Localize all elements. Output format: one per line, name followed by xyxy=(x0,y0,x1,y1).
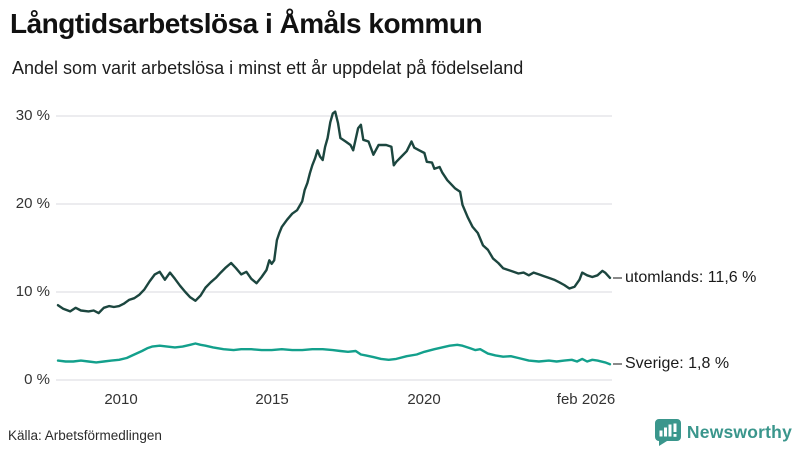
y-axis-tick-30: 30 % xyxy=(15,107,50,124)
label-connector-icon xyxy=(613,277,622,279)
series-line-utomlands xyxy=(56,110,612,315)
x-axis-tick-feb-2026: feb 2026 xyxy=(556,391,616,408)
label-connector-icon xyxy=(613,363,622,365)
y-axis-tick-0: 0 % xyxy=(24,371,50,388)
series-label-utomlands: utomlands: 11,6 % xyxy=(613,268,756,288)
y-axis-tick-20: 20 % xyxy=(15,195,50,212)
x-axis-tick-2010: 2010 xyxy=(104,391,138,408)
newsworthy-bubble-chart-icon xyxy=(654,419,681,446)
series-label-sverige: Sverige: 1,8 % xyxy=(613,354,729,374)
x-axis-tick-2020: 2020 xyxy=(407,391,441,408)
newsworthy-wordmark: Newsworthy xyxy=(686,422,792,442)
page-title: Långtidsarbetslösa i Åmåls kommun xyxy=(10,8,483,39)
y-axis-tick-10: 10 % xyxy=(15,283,50,300)
chart-subtitle: Andel som varit arbetslösa i minst ett å… xyxy=(12,58,524,78)
series-label-sverige-text: Sverige: 1,8 % xyxy=(625,355,730,372)
newsworthy-logo: Newsworthy xyxy=(654,419,792,446)
series-label-utomlands-text: utomlands: 11,6 % xyxy=(625,269,757,286)
source-attribution: Källa: Arbetsförmedlingen xyxy=(8,428,162,443)
series-line-sverige xyxy=(56,342,612,366)
x-axis-tick-2015: 2015 xyxy=(255,391,289,408)
